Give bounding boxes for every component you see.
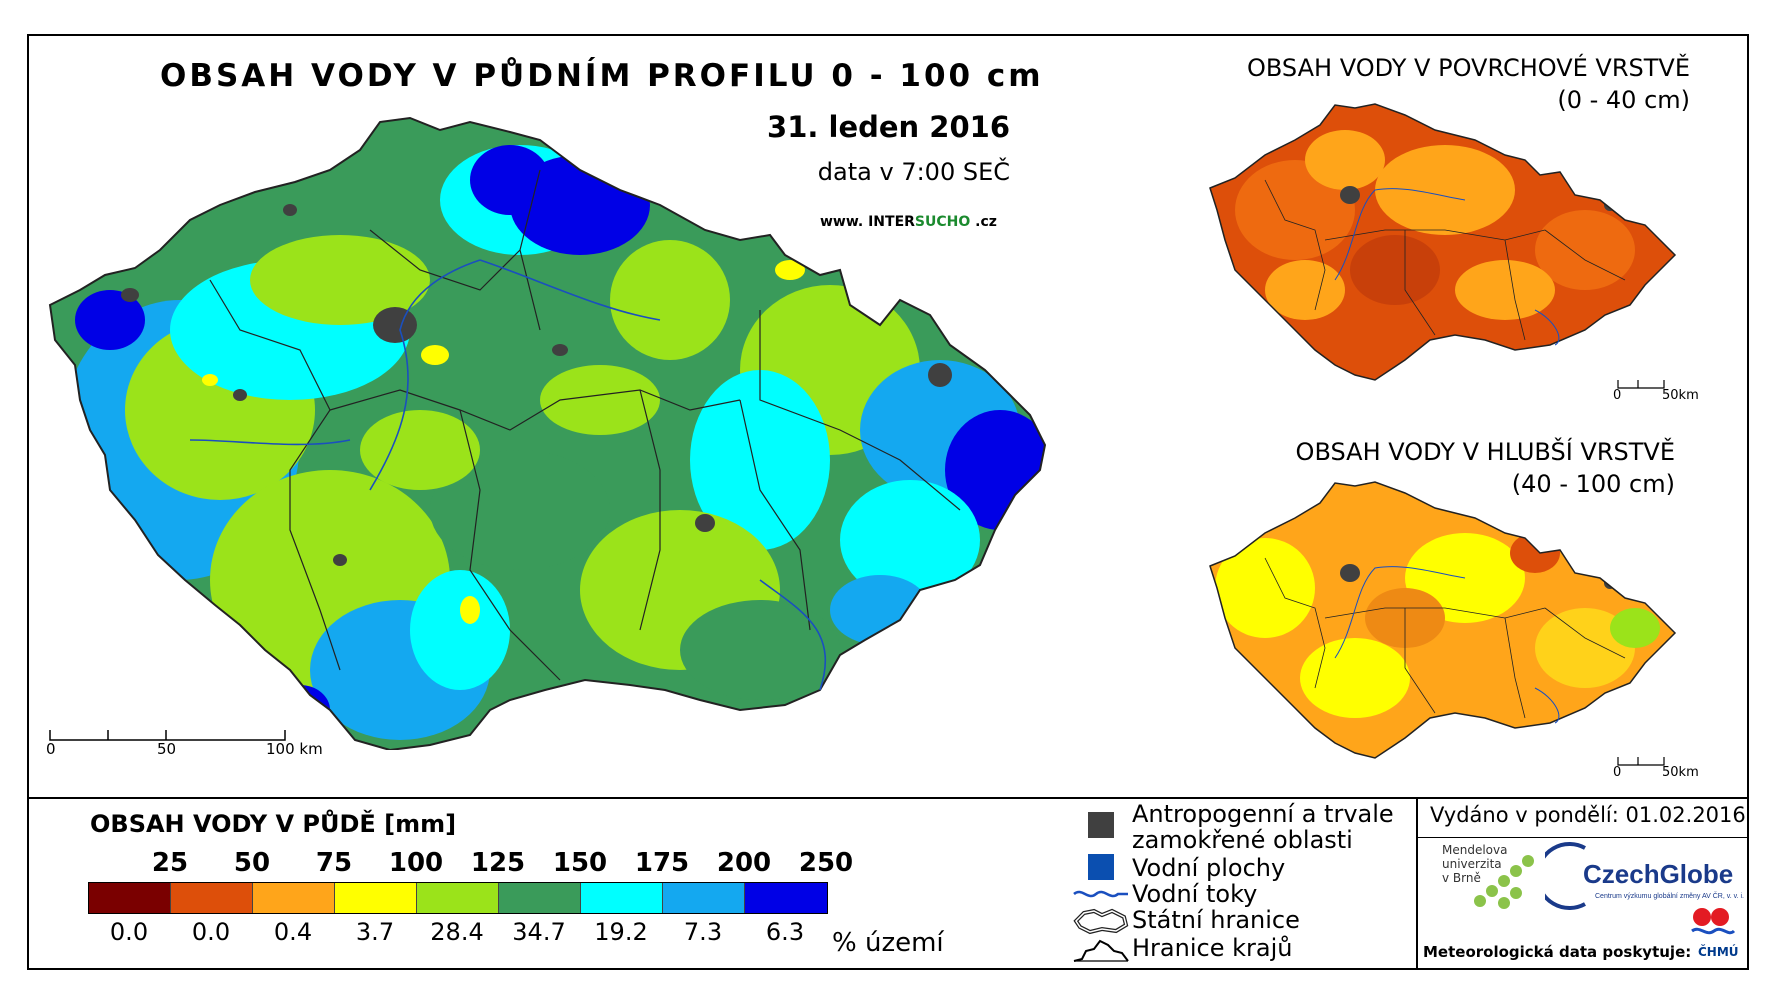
website-suffix: .cz — [970, 214, 997, 230]
legend-region-border: Hranice krajů — [1132, 934, 1293, 962]
czechglobe-subtext: Centrum výzkumu globální změny AV ČR, v.… — [1595, 891, 1744, 900]
main-soil-water-map — [48, 116, 1047, 750]
website-highlight: SUCHO — [914, 214, 971, 230]
legend-percent-value: 3.7 — [355, 918, 395, 946]
mendel-university-logo: Mendelova univerzita v Brně — [1442, 843, 1507, 885]
legend-percent-value: 0.0 — [109, 918, 149, 946]
mendel-line1: Mendelova — [1442, 843, 1508, 857]
legend-threshold-label: 50 — [233, 848, 271, 878]
deep-scale-zero: 0 — [1613, 765, 1622, 780]
surface-scale-bar — [1617, 380, 1665, 389]
divider-legend — [27, 797, 1749, 799]
legend-threshold-label: 100 — [388, 848, 444, 878]
legend-color-swatch — [417, 883, 499, 913]
czechglobe-text: CzechGlobe — [1583, 859, 1733, 889]
divider-issued — [1416, 837, 1749, 838]
main-scale-mid: 50 — [157, 740, 177, 758]
deep-map-title: OBSAH VODY V HLUBŠÍ VRSTVĚ — [1295, 438, 1675, 466]
state-border-icon — [1073, 908, 1129, 935]
legend-threshold-label: 250 — [798, 848, 854, 878]
website-prefix: www. INTER — [820, 214, 915, 230]
chmu-label: ČHMÚ — [1698, 945, 1739, 959]
legend-color-swatch — [89, 883, 171, 913]
issued-date: Vydáno v pondělí: 01.02.2016 — [1430, 803, 1746, 827]
legend-anthropogenic-line1: Antropogenní a trvale — [1132, 800, 1394, 828]
legend-threshold-label: 150 — [552, 848, 608, 878]
legend-water-bodies: Vodní plochy — [1132, 854, 1286, 882]
surface-layer-map — [1209, 103, 1677, 381]
river-icon — [1073, 890, 1128, 898]
legend-color-swatch — [335, 883, 417, 913]
legend-percent-unit: % území — [832, 928, 944, 958]
deep-map-subtitle: (40 - 100 cm) — [1511, 470, 1675, 498]
main-map-time: data v 7:00 SEČ — [817, 158, 1010, 186]
map-frame — [27, 34, 1749, 970]
meteo-data-provider: Meteorologická data poskytuje: — [1423, 943, 1692, 961]
legend-color-swatch — [663, 883, 745, 913]
legend-threshold-label: 200 — [716, 848, 772, 878]
deep-scale-end: 50km — [1662, 765, 1699, 780]
legend-anthropogenic-line2: zamokřené oblasti — [1132, 826, 1353, 854]
legend-threshold-label: 75 — [315, 848, 353, 878]
deep-scale-bar — [1617, 757, 1665, 766]
mendel-line3: v Brně — [1442, 871, 1481, 885]
legend-percent-value: 6.3 — [765, 918, 805, 946]
surface-map-subtitle: (0 - 40 cm) — [1557, 86, 1690, 114]
main-map-title: OBSAH VODY V PŮDNÍM PROFILU 0 - 100 cm — [160, 58, 1044, 94]
legend-rivers: Vodní toky — [1132, 880, 1258, 908]
legend-color-swatch — [253, 883, 335, 913]
legend-percent-value: 0.0 — [191, 918, 231, 946]
legend-state-border: Státní hranice — [1132, 906, 1300, 934]
anthropogenic-area-icon — [1088, 812, 1114, 838]
surface-scale-zero: 0 — [1613, 388, 1622, 403]
legend-threshold-label: 175 — [634, 848, 690, 878]
surface-scale-end: 50km — [1662, 388, 1699, 403]
legend-percent-value: 19.2 — [594, 918, 648, 946]
chmu-logo — [1691, 908, 1736, 935]
water-body-icon — [1088, 854, 1114, 880]
legend-percent-value: 0.4 — [273, 918, 313, 946]
legend-color-swatch — [499, 883, 581, 913]
legend-color-swatch — [581, 883, 663, 913]
main-map-date: 31. leden 2016 — [767, 110, 1010, 144]
main-scale-end: 100 km — [266, 740, 323, 758]
legend-color-swatch — [171, 883, 253, 913]
legend-percent-value: 7.3 — [683, 918, 723, 946]
legend-title: OBSAH VODY V PŮDĚ [mm] — [90, 810, 457, 838]
divider-footer — [1416, 797, 1418, 970]
surface-map-title: OBSAH VODY V POVRCHOVÉ VRSTVĚ — [1247, 54, 1690, 82]
legend-color-bar — [88, 882, 828, 914]
main-scale-bar — [49, 730, 286, 741]
legend-color-swatch — [745, 883, 827, 913]
region-border-icon — [1073, 939, 1129, 962]
legend-threshold-label: 125 — [470, 848, 526, 878]
deep-layer-map — [1209, 481, 1677, 759]
legend-threshold-label: 25 — [151, 848, 189, 878]
main-scale-zero: 0 — [46, 740, 56, 758]
legend-percent-value: 28.4 — [430, 918, 484, 946]
mendel-dots-icon — [1474, 855, 1534, 909]
website-link[interactable]: www. INTERSUCHO .cz — [820, 214, 997, 230]
czechglobe-logo: CzechGlobe Centrum výzkumu globální změn… — [1545, 842, 1744, 910]
legend-percent-value: 34.7 — [512, 918, 566, 946]
mendel-line2: univerzita — [1442, 857, 1502, 871]
